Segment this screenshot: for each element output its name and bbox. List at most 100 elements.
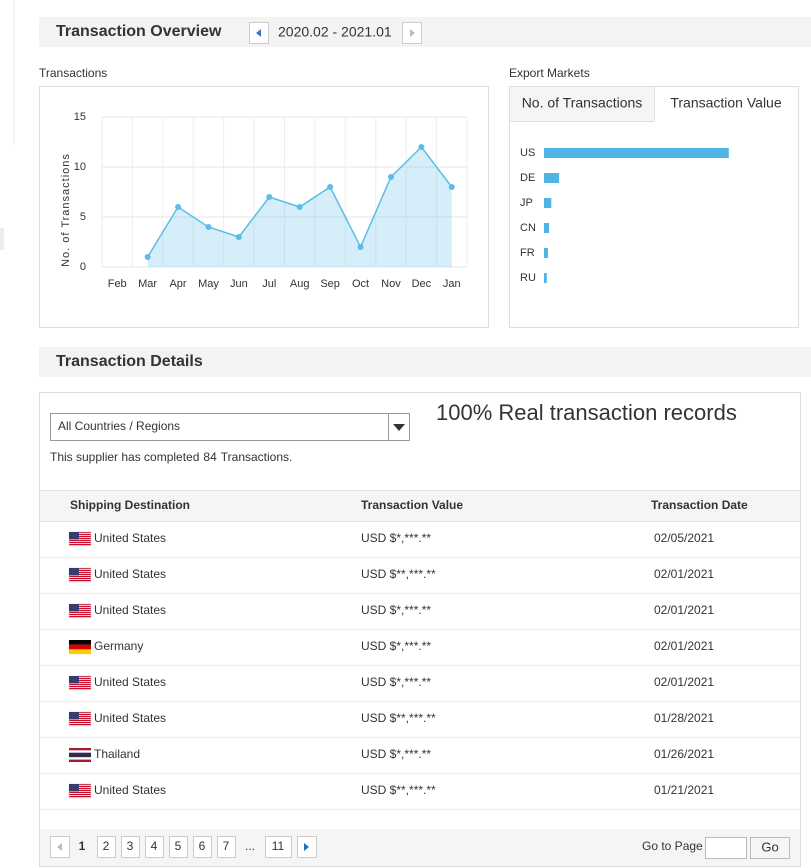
flag-stripe bbox=[69, 532, 91, 534]
page-button[interactable] bbox=[97, 836, 116, 858]
flag-stripe bbox=[69, 572, 91, 574]
page-button[interactable] bbox=[169, 836, 188, 858]
go-label[interactable]: Go bbox=[761, 839, 778, 854]
country-select[interactable] bbox=[50, 413, 410, 441]
page-button[interactable] bbox=[193, 836, 212, 858]
flag-stripe bbox=[69, 750, 91, 753]
page-number[interactable]: 7 bbox=[223, 839, 230, 853]
flag-stripe bbox=[69, 752, 91, 758]
next-page[interactable] bbox=[297, 836, 317, 858]
section-header bbox=[39, 17, 811, 47]
page-button[interactable] bbox=[265, 836, 292, 858]
y-tick-label: 15 bbox=[74, 111, 86, 123]
flag-stripe bbox=[69, 676, 91, 678]
point bbox=[387, 174, 394, 180]
flag-stripe bbox=[69, 580, 91, 582]
flag-stripe bbox=[69, 784, 91, 786]
chart-box bbox=[39, 86, 489, 328]
flag-us bbox=[68, 603, 92, 619]
arrow bbox=[57, 843, 62, 851]
flag-stripe bbox=[69, 649, 91, 655]
point bbox=[296, 204, 303, 210]
summary-count[interactable]: 84 bbox=[203, 450, 217, 464]
y-tick-label: 0 bbox=[80, 261, 86, 273]
flag-canton bbox=[69, 532, 79, 540]
page-number[interactable]: 3 bbox=[127, 839, 134, 853]
point bbox=[175, 204, 182, 210]
point bbox=[266, 194, 273, 200]
table-cell: USD $*,***.** bbox=[361, 747, 431, 761]
flag-canton bbox=[69, 784, 79, 792]
y-tick-label: CN bbox=[520, 222, 536, 234]
flag-stripe bbox=[69, 722, 91, 724]
table-cell: USD $**,***.** bbox=[361, 783, 436, 797]
flag-stripe bbox=[69, 574, 91, 576]
table-cell: 02/01/2021 bbox=[654, 603, 714, 617]
flag-stripe bbox=[69, 720, 91, 722]
flag-stripe bbox=[69, 718, 91, 720]
x-tick-label: Oct bbox=[352, 278, 369, 290]
point bbox=[327, 184, 334, 190]
table-cell: United States bbox=[94, 783, 166, 797]
page-button[interactable] bbox=[121, 836, 140, 858]
flag-stripe bbox=[69, 612, 91, 614]
point bbox=[144, 254, 151, 260]
flag-stripe bbox=[69, 790, 91, 792]
y-tick-label: RU bbox=[520, 272, 536, 284]
x-tick-label: Sep bbox=[320, 278, 340, 290]
flag-stripe bbox=[69, 640, 91, 645]
tab[interactable]: No. of Transactions bbox=[522, 95, 643, 111]
flag-stripe bbox=[69, 608, 91, 610]
flag-stripe bbox=[69, 716, 91, 718]
x-tick-label: Jul bbox=[262, 278, 276, 290]
page-number[interactable]: 5 bbox=[175, 839, 182, 853]
tab[interactable]: Transaction Value bbox=[670, 95, 781, 111]
page-number[interactable]: 2 bbox=[103, 839, 110, 853]
x-tick-label: Jan bbox=[443, 278, 461, 290]
table-cell: United States bbox=[94, 567, 166, 581]
page-number[interactable]: 4 bbox=[151, 839, 158, 853]
flag-th bbox=[69, 748, 91, 762]
y-axis-label: No. of Transactions bbox=[60, 153, 72, 267]
flag-us bbox=[68, 783, 92, 799]
table-cell: 01/21/2021 bbox=[654, 783, 714, 797]
section-header bbox=[39, 347, 811, 377]
page-number[interactable]: 11 bbox=[272, 839, 285, 853]
y-tick-label: DE bbox=[520, 172, 535, 184]
chart-box bbox=[509, 86, 799, 328]
point bbox=[205, 224, 212, 230]
flag-stripe bbox=[69, 644, 91, 650]
next-button[interactable] bbox=[402, 22, 422, 44]
y-tick-label: 10 bbox=[74, 161, 86, 173]
table-cell: United States bbox=[94, 531, 166, 545]
table-cell: Germany bbox=[94, 639, 143, 653]
prev-button[interactable] bbox=[249, 22, 269, 44]
y-tick-label: US bbox=[520, 147, 535, 159]
flag-stripe bbox=[69, 534, 91, 536]
table-cell: 01/26/2021 bbox=[654, 747, 714, 761]
bar bbox=[544, 198, 552, 208]
prev-page[interactable] bbox=[50, 836, 70, 858]
flag-stripe bbox=[69, 544, 91, 546]
go-button[interactable] bbox=[750, 837, 790, 859]
x-tick-label: Aug bbox=[290, 278, 310, 290]
sidebar-tab bbox=[0, 228, 4, 250]
page-button[interactable] bbox=[217, 836, 236, 858]
flag-canton bbox=[69, 676, 79, 684]
page-number[interactable]: 6 bbox=[199, 839, 206, 853]
section-title: Transaction Details bbox=[56, 353, 203, 370]
x-tick-label: May bbox=[198, 278, 219, 290]
table-cell: USD $**,***.** bbox=[361, 711, 436, 725]
page-input[interactable] bbox=[705, 837, 747, 859]
page-button[interactable] bbox=[145, 836, 164, 858]
section-title: Transaction Overview bbox=[56, 23, 222, 40]
chart-title: Export Markets bbox=[509, 66, 590, 80]
flag-stripe bbox=[69, 610, 91, 612]
y-tick-label: 5 bbox=[80, 211, 86, 223]
table-cell: 02/01/2021 bbox=[654, 567, 714, 581]
flag-stripe bbox=[69, 682, 91, 684]
flag-stripe bbox=[69, 578, 91, 580]
x-tick-label: Dec bbox=[412, 278, 432, 290]
